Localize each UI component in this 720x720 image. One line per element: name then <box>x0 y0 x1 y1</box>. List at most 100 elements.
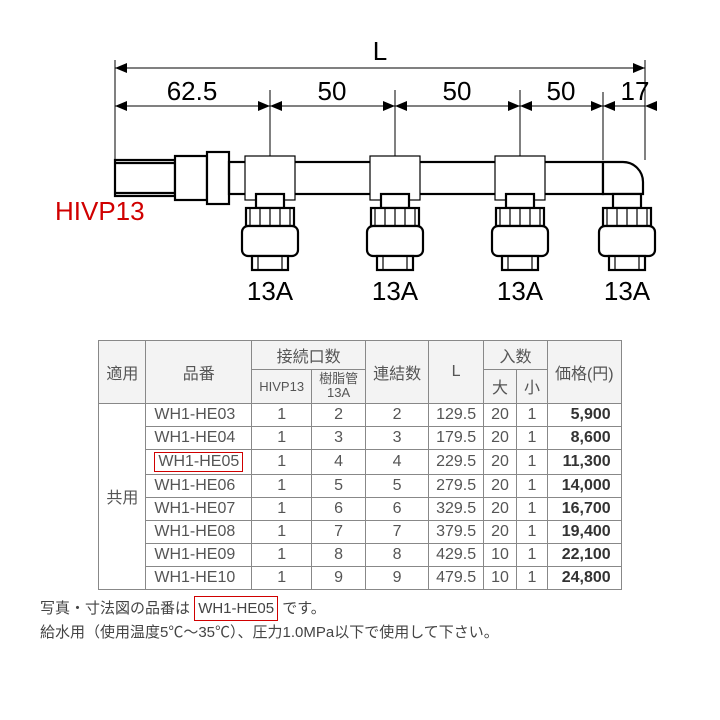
cell-hivp: 1 <box>252 566 312 589</box>
table-row: WH1-HE10199479.510124,800 <box>99 566 621 589</box>
outlet-label-3: 13A <box>604 276 651 306</box>
cell-hivp: 1 <box>252 449 312 474</box>
cell-r13a: 7 <box>312 520 366 543</box>
cell-pn: WH1-HE06 <box>146 474 252 497</box>
dim-seg-1: 50 <box>318 76 347 106</box>
cell-L: 179.5 <box>429 426 484 449</box>
cell-pn: WH1-HE09 <box>146 543 252 566</box>
cell-r13a: 5 <box>312 474 366 497</box>
cell-price: 5,900 <box>547 403 621 426</box>
dim-seg-2: 50 <box>443 76 472 106</box>
footnote-pn: WH1-HE05 <box>194 596 278 621</box>
cell-links: 3 <box>366 426 429 449</box>
cell-big: 20 <box>484 426 517 449</box>
cell-links: 4 <box>366 449 429 474</box>
cell-links: 6 <box>366 497 429 520</box>
cell-links: 5 <box>366 474 429 497</box>
cell-hivp: 1 <box>252 543 312 566</box>
table-row: WH1-HE06155279.520114,000 <box>99 474 621 497</box>
cell-r13a: 3 <box>312 426 366 449</box>
cell-app: 共用 <box>99 403 146 589</box>
cell-L: 379.5 <box>429 520 484 543</box>
cell-big: 20 <box>484 474 517 497</box>
cell-small: 1 <box>516 520 547 543</box>
cell-big: 20 <box>484 520 517 543</box>
cell-pn: WH1-HE07 <box>146 497 252 520</box>
cell-big: 20 <box>484 497 517 520</box>
cell-L: 329.5 <box>429 497 484 520</box>
cell-big: 20 <box>484 403 517 426</box>
cell-links: 8 <box>366 543 429 566</box>
cell-r13a: 4 <box>312 449 366 474</box>
cell-pn: WH1-HE05 <box>146 449 252 474</box>
cell-r13a: 6 <box>312 497 366 520</box>
cell-big: 20 <box>484 449 517 474</box>
table-row: 共用WH1-HE03122129.52015,900 <box>99 403 621 426</box>
table-row: WH1-HE08177379.520119,400 <box>99 520 621 543</box>
table-row: WH1-HE09188429.510122,100 <box>99 543 621 566</box>
dim-seg-4: 17 <box>621 76 650 106</box>
dimension-diagram: L 62.5 50 50 50 17 HIVP13 <box>45 30 675 310</box>
table-row: WH1-HE05144229.520111,300 <box>99 449 621 474</box>
cell-small: 1 <box>516 543 547 566</box>
footnote-1b: です。 <box>282 600 326 617</box>
th-app: 適用 <box>99 341 146 404</box>
dim-seg-3: 50 <box>547 76 576 106</box>
cell-L: 129.5 <box>429 403 484 426</box>
outlet-label-2: 13A <box>497 276 544 306</box>
cell-price: 11,300 <box>547 449 621 474</box>
cell-price: 16,700 <box>547 497 621 520</box>
th-conn: 接続口数 <box>252 341 366 370</box>
th-hivp: HIVP13 <box>252 370 312 404</box>
cell-r13a: 8 <box>312 543 366 566</box>
table-row: WH1-HE04133179.52018,600 <box>99 426 621 449</box>
cell-links: 2 <box>366 403 429 426</box>
cell-hivp: 1 <box>252 403 312 426</box>
cell-r13a: 9 <box>312 566 366 589</box>
th-13a: 樹脂管13A <box>312 370 366 404</box>
outlet-label-1: 13A <box>372 276 419 306</box>
th-price: 価格(円) <box>547 341 621 404</box>
cell-pn: WH1-HE08 <box>146 520 252 543</box>
cell-small: 1 <box>516 497 547 520</box>
cell-small: 1 <box>516 449 547 474</box>
cell-links: 7 <box>366 520 429 543</box>
th-small: 小 <box>516 370 547 404</box>
dim-overall: L <box>373 36 387 66</box>
cell-price: 14,000 <box>547 474 621 497</box>
spec-table: 適用 品番 接続口数 連結数 L 入数 価格(円) HIVP13 樹脂管13A … <box>98 340 621 590</box>
outlet-label-0: 13A <box>247 276 294 306</box>
cell-pn: WH1-HE03 <box>146 403 252 426</box>
cell-small: 1 <box>516 426 547 449</box>
cell-price: 8,600 <box>547 426 621 449</box>
cell-price: 22,100 <box>547 543 621 566</box>
footnote: 写真・寸法図の品番は WH1-HE05 です。 給水用（使用温度5℃～35℃）、… <box>40 596 680 645</box>
th-links: 連結数 <box>366 341 429 404</box>
cell-price: 19,400 <box>547 520 621 543</box>
cell-hivp: 1 <box>252 520 312 543</box>
cell-L: 229.5 <box>429 449 484 474</box>
cell-L: 279.5 <box>429 474 484 497</box>
cell-big: 10 <box>484 543 517 566</box>
cell-r13a: 2 <box>312 403 366 426</box>
cell-links: 9 <box>366 566 429 589</box>
cell-hivp: 1 <box>252 426 312 449</box>
cell-big: 10 <box>484 566 517 589</box>
cell-price: 24,800 <box>547 566 621 589</box>
cell-small: 1 <box>516 566 547 589</box>
th-L: L <box>429 341 484 404</box>
label-hivp13: HIVP13 <box>55 196 145 226</box>
table-row: WH1-HE07166329.520116,700 <box>99 497 621 520</box>
th-big: 大 <box>484 370 517 404</box>
cell-L: 479.5 <box>429 566 484 589</box>
cell-hivp: 1 <box>252 474 312 497</box>
dim-seg-0: 62.5 <box>167 76 218 106</box>
footnote-2: 給水用（使用温度5℃～35℃）、圧力1.0MPa以下で使用して下さい。 <box>40 624 499 641</box>
cell-small: 1 <box>516 474 547 497</box>
cell-pn: WH1-HE04 <box>146 426 252 449</box>
cell-L: 429.5 <box>429 543 484 566</box>
cell-small: 1 <box>516 403 547 426</box>
th-pn: 品番 <box>146 341 252 404</box>
footnote-1a: 写真・寸法図の品番は <box>40 600 190 617</box>
th-qty: 入数 <box>484 341 548 370</box>
